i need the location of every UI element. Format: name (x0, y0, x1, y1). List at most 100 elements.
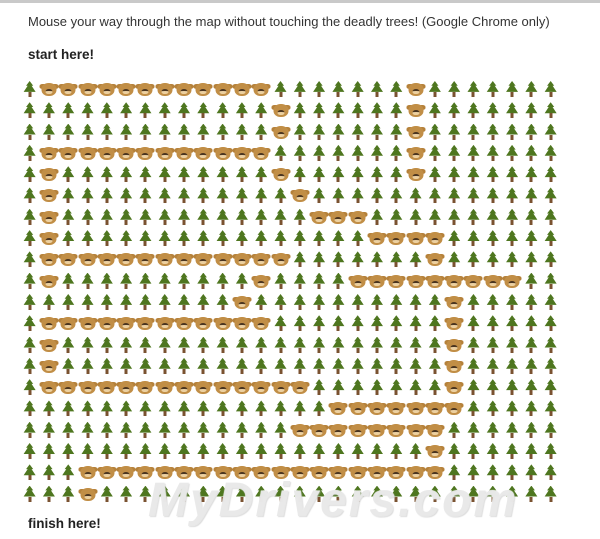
bear-icon[interactable] (406, 398, 425, 419)
tree-icon[interactable] (309, 185, 328, 206)
tree-icon[interactable] (445, 185, 464, 206)
tree-icon[interactable] (541, 249, 560, 270)
tree-icon[interactable] (541, 462, 560, 483)
tree-icon[interactable] (329, 335, 348, 356)
tree-icon[interactable] (290, 313, 309, 334)
tree-icon[interactable] (59, 462, 78, 483)
bear-icon[interactable] (155, 79, 174, 100)
tree-icon[interactable] (136, 271, 155, 292)
tree-icon[interactable] (20, 462, 39, 483)
bear-icon[interactable] (502, 271, 521, 292)
tree-icon[interactable] (116, 335, 135, 356)
tree-icon[interactable] (213, 398, 232, 419)
bear-icon[interactable] (367, 271, 386, 292)
tree-icon[interactable] (116, 100, 135, 121)
tree-icon[interactable] (367, 356, 386, 377)
bear-icon[interactable] (445, 398, 464, 419)
tree-icon[interactable] (464, 79, 483, 100)
tree-icon[interactable] (155, 356, 174, 377)
tree-icon[interactable] (483, 292, 502, 313)
tree-icon[interactable] (116, 420, 135, 441)
bear-icon[interactable] (348, 271, 367, 292)
tree-icon[interactable] (329, 249, 348, 270)
bear-icon[interactable] (39, 335, 58, 356)
tree-icon[interactable] (464, 441, 483, 462)
tree-icon[interactable] (59, 335, 78, 356)
bear-icon[interactable] (97, 313, 116, 334)
bear-icon[interactable] (367, 420, 386, 441)
tree-icon[interactable] (309, 313, 328, 334)
tree-icon[interactable] (20, 100, 39, 121)
tree-icon[interactable] (97, 441, 116, 462)
tree-icon[interactable] (174, 271, 193, 292)
tree-icon[interactable] (252, 398, 271, 419)
bear-icon[interactable] (329, 420, 348, 441)
tree-icon[interactable] (329, 79, 348, 100)
tree-icon[interactable] (387, 249, 406, 270)
tree-icon[interactable] (136, 441, 155, 462)
bear-icon[interactable] (78, 377, 97, 398)
tree-icon[interactable] (387, 356, 406, 377)
tree-icon[interactable] (502, 228, 521, 249)
tree-icon[interactable] (329, 356, 348, 377)
tree-icon[interactable] (483, 398, 502, 419)
tree-icon[interactable] (174, 484, 193, 505)
tree-icon[interactable] (213, 207, 232, 228)
tree-icon[interactable] (194, 356, 213, 377)
tree-icon[interactable] (522, 313, 541, 334)
tree-icon[interactable] (155, 164, 174, 185)
tree-icon[interactable] (155, 335, 174, 356)
tree-icon[interactable] (483, 420, 502, 441)
tree-icon[interactable] (348, 228, 367, 249)
tree-icon[interactable] (425, 356, 444, 377)
tree-icon[interactable] (387, 441, 406, 462)
tree-icon[interactable] (174, 100, 193, 121)
tree-icon[interactable] (59, 100, 78, 121)
tree-icon[interactable] (522, 164, 541, 185)
tree-icon[interactable] (155, 420, 174, 441)
tree-icon[interactable] (406, 484, 425, 505)
bear-icon[interactable] (39, 164, 58, 185)
bear-icon[interactable] (97, 377, 116, 398)
tree-icon[interactable] (406, 313, 425, 334)
bear-icon[interactable] (155, 313, 174, 334)
tree-icon[interactable] (522, 100, 541, 121)
tree-icon[interactable] (541, 164, 560, 185)
tree-icon[interactable] (309, 441, 328, 462)
tree-icon[interactable] (387, 100, 406, 121)
bear-icon[interactable] (116, 313, 135, 334)
tree-icon[interactable] (116, 122, 135, 143)
tree-icon[interactable] (425, 207, 444, 228)
tree-icon[interactable] (97, 292, 116, 313)
tree-icon[interactable] (425, 143, 444, 164)
tree-icon[interactable] (290, 398, 309, 419)
tree-icon[interactable] (329, 100, 348, 121)
tree-icon[interactable] (502, 207, 521, 228)
tree-icon[interactable] (387, 335, 406, 356)
tree-icon[interactable] (348, 122, 367, 143)
tree-icon[interactable] (39, 122, 58, 143)
tree-icon[interactable] (445, 79, 464, 100)
tree-icon[interactable] (541, 79, 560, 100)
tree-icon[interactable] (252, 228, 271, 249)
bear-icon[interactable] (406, 79, 425, 100)
tree-icon[interactable] (348, 249, 367, 270)
tree-icon[interactable] (194, 420, 213, 441)
bear-icon[interactable] (174, 462, 193, 483)
tree-icon[interactable] (174, 335, 193, 356)
bear-icon[interactable] (252, 271, 271, 292)
tree-icon[interactable] (271, 356, 290, 377)
tree-icon[interactable] (483, 356, 502, 377)
tree-icon[interactable] (445, 207, 464, 228)
tree-icon[interactable] (406, 377, 425, 398)
tree-icon[interactable] (290, 79, 309, 100)
bear-icon[interactable] (464, 271, 483, 292)
tree-icon[interactable] (483, 335, 502, 356)
tree-icon[interactable] (213, 441, 232, 462)
tree-icon[interactable] (232, 207, 251, 228)
bear-icon[interactable] (329, 207, 348, 228)
tree-icon[interactable] (155, 292, 174, 313)
tree-icon[interactable] (464, 484, 483, 505)
bear-icon[interactable] (116, 249, 135, 270)
bear-icon[interactable] (155, 377, 174, 398)
